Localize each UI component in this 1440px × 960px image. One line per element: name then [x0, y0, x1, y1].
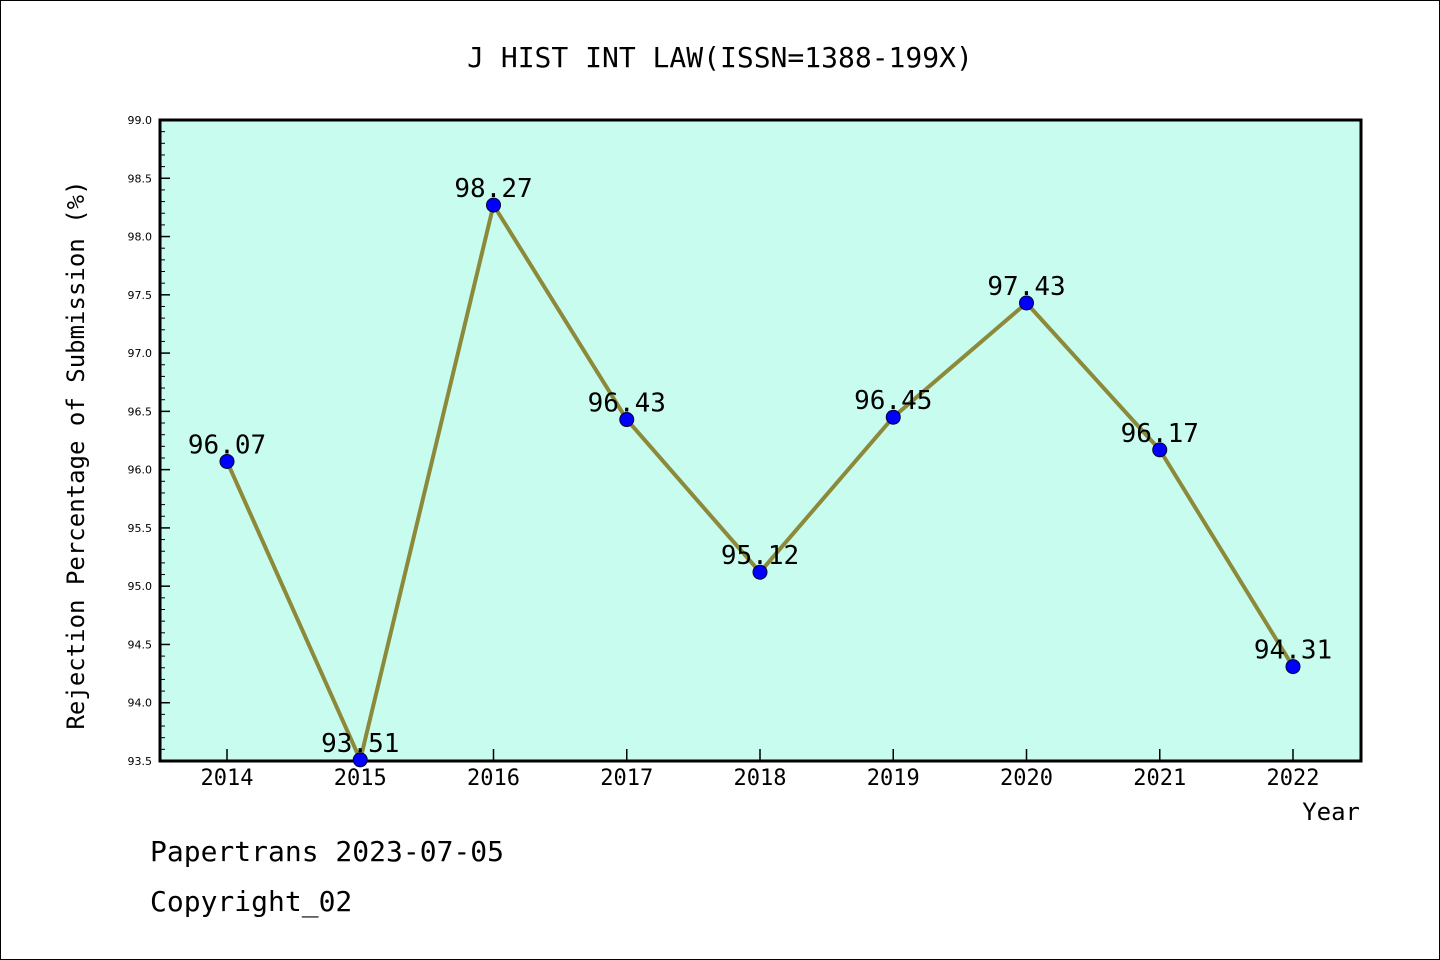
y-axis-ticks: 93.5 94.0 94.5 95.0 95.5 96.0 96.5 97.0 97.5 98.0…	[128, 114, 170, 768]
data-point-2015	[352, 752, 368, 768]
y-tick-label: 97.0	[128, 347, 153, 360]
x-tick-label: 2020	[1000, 766, 1053, 791]
data-label-2020: 97.43	[987, 272, 1065, 302]
x-tick-label: 2017	[600, 766, 653, 791]
chart-title: J HIST INT LAW(ISSN=1388-199X)	[467, 41, 973, 74]
footer-copyright: Copyright_02	[150, 885, 353, 918]
y-tick-label: 94.0	[128, 697, 153, 710]
x-tick-label: 2015	[334, 766, 387, 791]
y-tick-label: 94.5	[128, 638, 153, 651]
y-axis-label: Rejection Percentage of Submission (%)	[62, 180, 90, 729]
data-label-2017: 96.43	[588, 389, 666, 419]
data-point-2017	[619, 412, 635, 428]
y-tick-label: 98.0	[128, 231, 153, 244]
y-tick-label: 95.0	[128, 580, 153, 593]
data-point-2022	[1285, 659, 1301, 675]
data-label-2022: 94.31	[1254, 636, 1332, 666]
data-point-2014	[219, 453, 235, 469]
x-tick-label: 2016	[467, 766, 520, 791]
x-tick-label: 2022	[1267, 766, 1320, 791]
y-tick-label: 99.0	[128, 114, 153, 127]
y-tick-label: 98.5	[128, 172, 153, 185]
y-tick-label: 93.5	[128, 755, 153, 768]
data-label-2014: 96.07	[188, 430, 266, 460]
y-tick-label: 96.5	[128, 405, 153, 418]
data-label-2021: 96.17	[1121, 419, 1199, 449]
x-tick-label: 2018	[734, 766, 787, 791]
data-point-2018	[752, 564, 768, 580]
data-label-2018: 95.12	[721, 541, 799, 571]
data-point-2020	[1019, 295, 1034, 311]
footer-date: Papertrans 2023-07-05	[150, 835, 505, 868]
data-point-2021	[1152, 442, 1168, 458]
x-tick-label: 2014	[201, 766, 254, 791]
x-tick-label: 2019	[867, 766, 920, 791]
y-tick-label: 97.5	[128, 289, 153, 302]
y-tick-label: 95.5	[128, 522, 153, 535]
data-labels: 96.07 93.51 98.27 96.43 95.12 96.45 97.43 96.17…	[188, 174, 1332, 759]
y-tick-label: 96.0	[128, 464, 153, 477]
data-point-2019	[885, 409, 901, 425]
series	[219, 197, 1301, 768]
plot-area	[158, 118, 1363, 763]
data-label-2016: 98.27	[454, 174, 532, 204]
x-axis-ticks: 2014 2015 2016 2017 2018 2019 2020 2021 2022	[201, 749, 1320, 791]
x-axis-label: Year	[1302, 798, 1360, 826]
x-tick-label: 2021	[1133, 766, 1186, 791]
data-label-2015: 93.51	[321, 729, 399, 759]
data-point-2016	[486, 197, 501, 213]
data-label-2019: 96.45	[854, 386, 932, 416]
